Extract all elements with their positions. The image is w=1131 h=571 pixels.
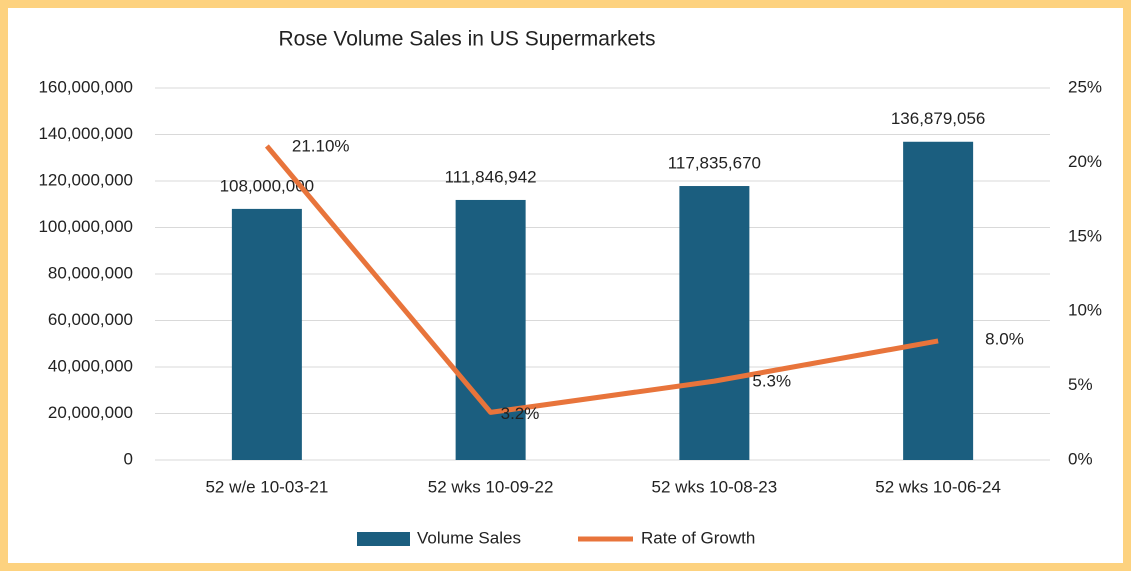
bar-value-label: 117,835,670 — [668, 154, 761, 173]
y2-tick-label: 5% — [1068, 375, 1093, 394]
bar — [903, 141, 974, 460]
bar — [455, 199, 526, 460]
y-tick-label: 20,000,000 — [48, 403, 133, 422]
y2-tick-label: 15% — [1068, 226, 1102, 245]
y2-tick-label: 25% — [1068, 77, 1102, 96]
legend-swatch — [357, 532, 410, 546]
x-tick-label: 52 wks 10-09-22 — [428, 477, 554, 496]
growth-line — [264, 144, 939, 415]
y2-tick-label: 0% — [1068, 449, 1093, 468]
y-tick-label: 80,000,000 — [48, 263, 133, 282]
y-tick-label: 0 — [124, 449, 133, 468]
line-value-label: 3.2% — [501, 404, 540, 423]
line-value-label: 8.0% — [985, 329, 1024, 348]
y-tick-label: 40,000,000 — [48, 356, 133, 375]
bar-value-label: 111,846,942 — [445, 167, 537, 186]
legend-label: Rate of Growth — [641, 528, 755, 547]
y-tick-label: 100,000,000 — [38, 217, 133, 236]
bar — [679, 186, 750, 460]
x-tick-label: 52 wks 10-08-23 — [652, 477, 778, 496]
y-tick-label: 160,000,000 — [38, 77, 133, 96]
y2-tick-label: 20% — [1068, 152, 1102, 171]
y2-tick-label: 10% — [1068, 301, 1102, 320]
bar — [231, 208, 302, 460]
x-tick-label: 52 wks 10-06-24 — [875, 477, 1001, 496]
line-value-label: 21.10% — [292, 137, 350, 156]
bar-value-label: 136,879,056 — [891, 109, 986, 128]
y-tick-label: 60,000,000 — [48, 310, 133, 329]
chart-title: Rose Volume Sales in US Supermarkets — [278, 28, 655, 51]
x-tick-label: 52 w/e 10-03-21 — [205, 477, 328, 496]
legend-label: Volume Sales — [417, 528, 521, 547]
y-tick-label: 120,000,000 — [38, 170, 133, 189]
bar-value-label: 108,000,000 — [220, 176, 315, 195]
line-value-label: 5.3% — [752, 372, 791, 391]
y-tick-label: 140,000,000 — [38, 124, 133, 143]
